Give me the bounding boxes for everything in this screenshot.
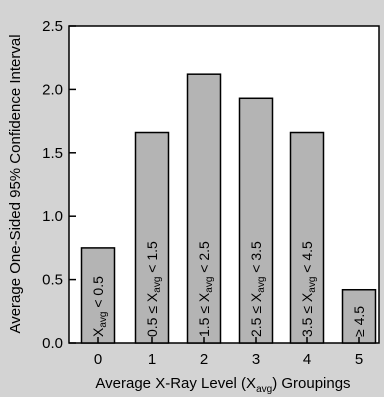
y-tick-label: 1.0 <box>42 208 63 225</box>
bar-label: ≥ 4.5 <box>351 306 367 337</box>
y-axis: 0.0 0.5 1.0 1.5 2.0 2.5 <box>42 18 76 352</box>
bar-label: Xavg < 0.5 <box>90 276 109 337</box>
x-tick-label: 4 <box>303 351 311 368</box>
y-tick-label: 1.5 <box>42 145 63 162</box>
y-tick-label: 2.0 <box>42 81 63 98</box>
y-tick-label: 0.0 <box>42 335 63 352</box>
bar-label: 1.5 ≤ Xavg < 2.5 <box>196 241 215 337</box>
x-tick-label: 0 <box>94 351 102 368</box>
y-tick-label: 0.5 <box>42 272 63 289</box>
bar-label: 0.5 ≤ Xavg < 1.5 <box>144 241 163 337</box>
x-tick-label: 5 <box>355 351 363 368</box>
x-axis: 0 1 2 3 4 5 <box>94 337 363 368</box>
y-tick-label: 2.5 <box>42 18 63 35</box>
bar <box>238 97 274 344</box>
bar-label: 2.5 ≤ Xavg < 3.5 <box>248 241 267 337</box>
bars: Xavg < 0.5 0.5 ≤ Xavg < 1.5 1.5 ≤ Xavg < 2… <box>80 73 377 344</box>
x-tick-label: 3 <box>252 351 260 368</box>
y-axis-title: Average One-Sided 95% Confidence Interva… <box>7 34 24 333</box>
bar <box>134 131 170 344</box>
bar <box>289 131 325 344</box>
bar-label: 3.5 ≤ Xavg < 4.5 <box>299 241 318 337</box>
x-axis-title: Average X-Ray Level (Xavg) Groupings <box>95 375 350 395</box>
bar <box>341 288 377 344</box>
x-tick-label: 1 <box>148 351 156 368</box>
plot-area <box>68 25 380 344</box>
x-tick-label: 2 <box>200 351 208 368</box>
